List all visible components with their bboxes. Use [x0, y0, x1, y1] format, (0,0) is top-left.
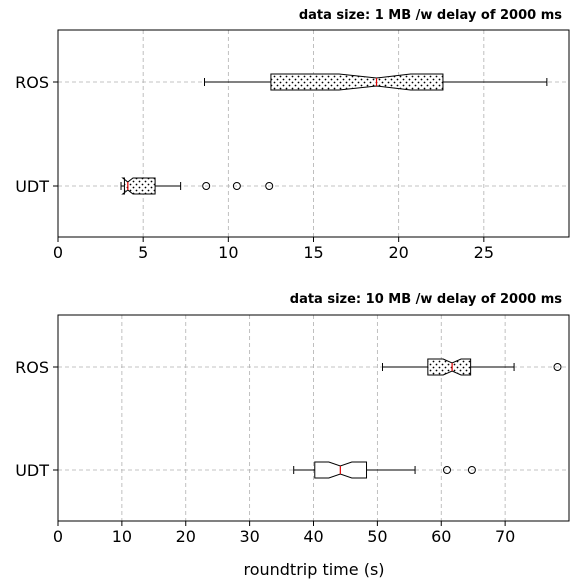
x-tick-label: 70	[495, 527, 515, 546]
x-tick-label: 10	[112, 527, 132, 546]
x-tick-label: 10	[218, 243, 238, 262]
outlier-point	[442, 466, 451, 474]
x-tick-label: 25	[474, 243, 494, 262]
x-tick-label: 20	[176, 527, 196, 546]
chart-title-1: data size: 1 MB /w delay of 2000 ms	[299, 8, 562, 23]
grid-1	[57, 30, 569, 237]
box-ros	[381, 358, 562, 376]
x-tick-label: 0	[53, 527, 63, 546]
box-ros	[203, 73, 548, 91]
box-marks-2	[293, 358, 562, 479]
x-tick-label: 60	[431, 527, 451, 546]
box-udt	[120, 177, 274, 195]
outlier-point	[553, 363, 562, 371]
outlier-point	[265, 182, 274, 190]
x-tick-label: 15	[303, 243, 323, 262]
notched-box	[270, 73, 444, 91]
chart-title-2: data size: 10 MB /w delay of 2000 ms	[290, 292, 562, 307]
grid-2	[57, 315, 569, 521]
x-ticks-2: 0 10 20 30 40 50 60 70	[53, 366, 515, 546]
x-tick-label: 20	[388, 243, 408, 262]
x-axis-label-2: roundtrip time (s)	[243, 560, 384, 579]
chart-panel-2: data size: 10 MB /w delay of 2000 ms ROS…	[15, 292, 570, 579]
category-label-udt-1: UDT	[15, 177, 49, 196]
x-tick-label: 50	[367, 527, 387, 546]
outlier-point	[467, 466, 476, 474]
chart-panel-1: data size: 1 MB /w delay of 2000 ms ROS …	[15, 8, 570, 262]
x-tick-label: 30	[239, 527, 259, 546]
category-label-ros-2: ROS	[15, 358, 49, 377]
outlier-point	[232, 182, 241, 190]
x-ticks-1: 0 5 10 15 20 25	[53, 81, 494, 262]
category-label-ros-1: ROS	[15, 73, 49, 92]
x-tick-label: 5	[138, 243, 148, 262]
box-marks-1	[120, 73, 548, 195]
notched-box	[121, 177, 156, 195]
box-udt	[293, 461, 476, 479]
outlier-point	[202, 182, 211, 190]
x-tick-label: 40	[303, 527, 323, 546]
notched-box	[427, 358, 472, 376]
category-label-udt-2: UDT	[15, 461, 49, 480]
x-tick-label: 0	[53, 243, 63, 262]
